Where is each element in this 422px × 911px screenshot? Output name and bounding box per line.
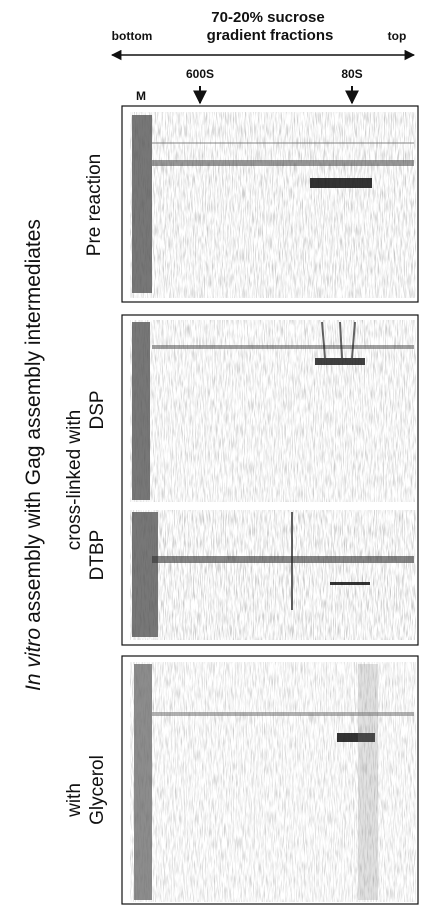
header-title: 70-20% sucrose	[211, 9, 324, 26]
gel	[130, 662, 416, 902]
panel-label: with	[64, 783, 85, 818]
figure: 70-20% sucrose gradient fractions bottom…	[0, 0, 422, 906]
panel-sublabel: DSP	[87, 390, 108, 429]
marker-label: 80S	[341, 67, 362, 81]
side-title: In vitro assembly with Gag assembly inter…	[22, 219, 45, 691]
side-title-rest: assembly with Gag assembly intermediates	[22, 219, 45, 623]
gel	[130, 112, 416, 298]
panel-label: Glycerol	[87, 755, 108, 825]
bottom-label: bottom	[112, 29, 153, 43]
gel	[130, 510, 416, 640]
panel-label: Pre reaction	[84, 154, 105, 256]
gel	[130, 320, 416, 502]
page: {"header": {"title_line1": "70-20% sucro…	[0, 0, 422, 906]
marker-label: 600S	[186, 67, 214, 81]
top-label: top	[388, 29, 407, 43]
header-title: gradient fractions	[207, 27, 334, 44]
side-title-italic: In vitro	[22, 628, 45, 691]
lane-label: M	[136, 89, 146, 103]
panel-label: cross-linked with	[64, 410, 85, 550]
panel-sublabel: DTBP	[87, 530, 108, 581]
